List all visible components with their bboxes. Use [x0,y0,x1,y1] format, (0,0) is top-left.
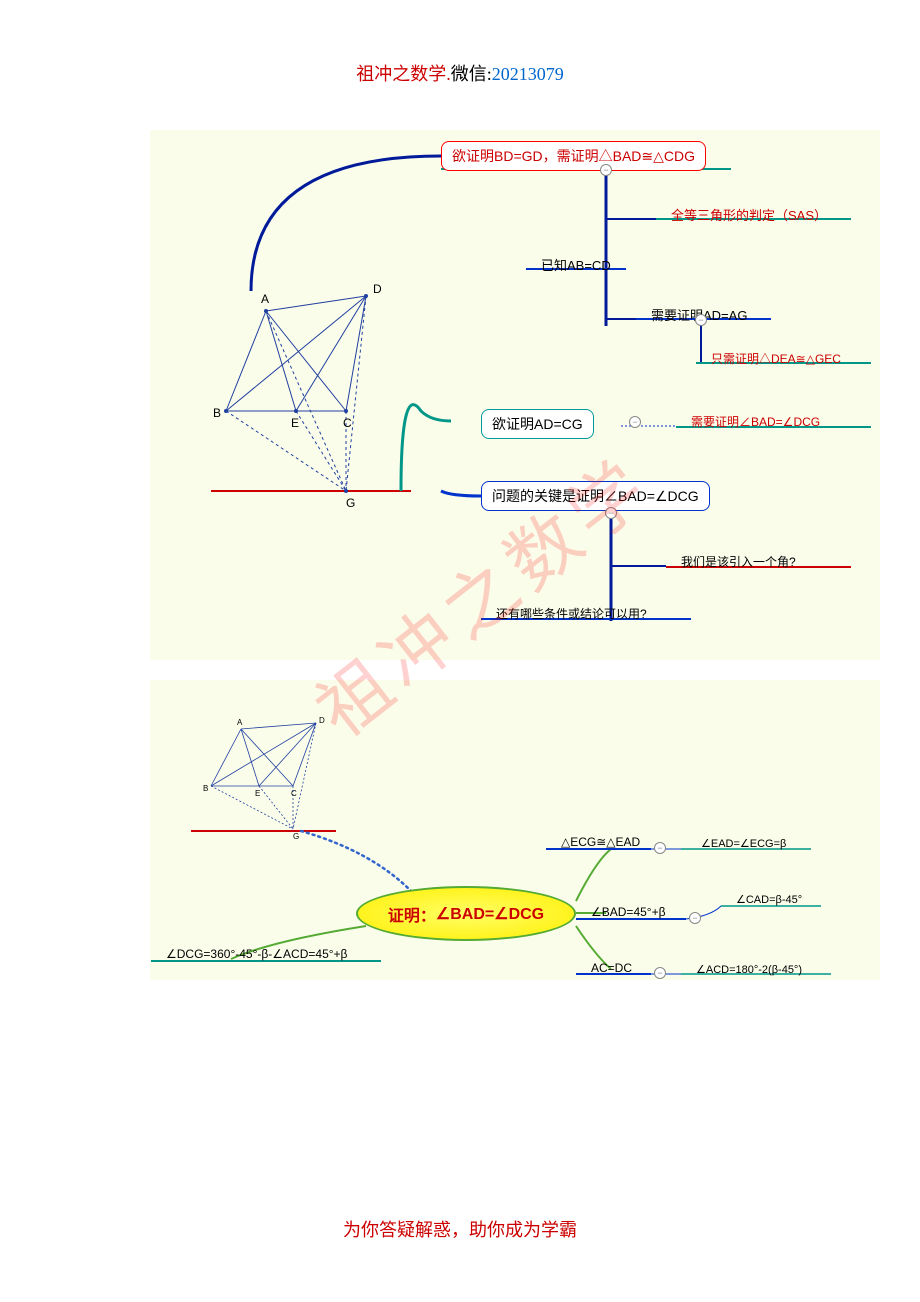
node-ead-ecg: ∠EAD=∠ECG=β [691,833,796,854]
node-ad-cg: 欲证明AD=CG [481,409,594,439]
toggle-icon: − [629,416,641,428]
node-other-cond: 还有哪些条件或结论可以用? [486,601,657,626]
svg-text:D: D [319,716,325,725]
toggle-icon: − [689,912,701,924]
svg-text:E: E [291,416,299,430]
node-sas: 全等三角形的判定（SAS） [661,201,837,228]
header-label: 微信: [451,64,492,84]
node-dcg-eq: ∠DCG=360°-45°-β-∠ACD=45°+β [156,943,357,965]
toggle-icon: − [600,164,612,176]
node-key: 问题的关键是证明∠BAD=∠DCG [481,481,710,511]
header: 祖冲之数学.微信:20213079 [0,0,920,86]
toggle-icon: − [605,507,617,519]
toggle-icon: − [654,967,666,979]
central-main: ∠BAD=∠DCG [436,904,544,924]
node-bad-45b: ∠BAD=45°+β [581,901,676,923]
geometry-figure-1: A D B E C G [151,131,431,511]
node-ac-dc: AC=DC [581,957,642,979]
node-cad-b45: ∠CAD=β-45° [726,889,812,910]
node-dea-gec: 只需证明△DEA≅△GEC [701,346,851,371]
central-prefix: 证明： [388,902,436,926]
svg-text:D: D [373,282,382,296]
svg-text:B: B [203,784,208,793]
header-prefix: 祖冲之数学. [356,64,451,84]
node-root: 欲证明BD=GD，需证明△BAD≅△CDG [441,141,706,171]
node-acd-eq: ∠ACD=180°-2(β-45°) [686,959,812,980]
svg-text:B: B [213,406,221,420]
node-bad-dcg-need: 需要证明∠BAD=∠DCG [681,409,830,434]
geometry-figure-2: A D B E C G [151,681,351,841]
mindmap-panel-1: A D B E C G 欲证明BD=GD，需证明△BAD≅△CDG 全等三角形的判定（… [150,130,880,660]
footer-text: 为你答疑解惑，助你成为学霸 [343,1220,577,1240]
svg-text:E: E [255,789,260,798]
header-value: 20213079 [492,64,564,84]
toggle-icon: − [654,842,666,854]
svg-text:C: C [291,789,297,798]
svg-text:A: A [261,292,269,306]
node-ecg-ead: △ECG≅△EAD [551,831,650,853]
mindmap-panel-2: A D B E C G 证明： ∠BAD=∠DCG ∠DCG=360°-45°-β-∠… [150,680,880,980]
svg-text:G: G [346,496,355,510]
node-angle-intro: 我们是该引入一个角? [671,549,806,574]
central-node: 证明： ∠BAD=∠DCG [356,886,576,941]
footer: 为你答疑解惑，助你成为学霸 [0,1216,920,1242]
svg-text:C: C [343,416,352,430]
node-ab-cd: 已知AB=CD [531,251,621,278]
toggle-icon: − [695,314,707,326]
svg-text:A: A [237,718,243,727]
svg-text:G: G [293,832,299,841]
